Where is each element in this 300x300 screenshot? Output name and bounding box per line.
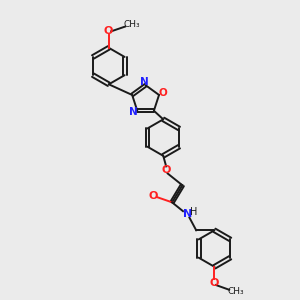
Text: O: O: [148, 190, 158, 201]
Text: O: O: [159, 88, 167, 98]
Text: CH₃: CH₃: [123, 20, 140, 29]
Text: O: O: [161, 165, 171, 175]
Text: O: O: [103, 26, 113, 36]
Text: N: N: [129, 107, 137, 117]
Text: CH₃: CH₃: [227, 287, 244, 296]
Text: O: O: [210, 278, 219, 288]
Text: N: N: [140, 77, 148, 87]
Text: N: N: [183, 209, 192, 219]
Text: H: H: [190, 207, 197, 217]
